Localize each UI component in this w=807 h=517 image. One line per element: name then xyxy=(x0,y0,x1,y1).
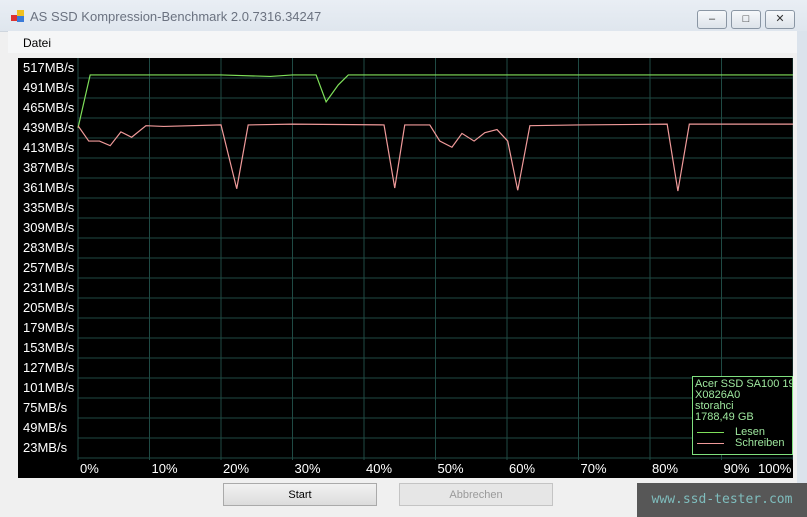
menu-datei[interactable]: Datei xyxy=(23,36,52,50)
close-button[interactable]: ✕ xyxy=(765,10,795,29)
cancel-button[interactable]: Abbrechen xyxy=(399,483,553,506)
chart: 517MB/s 491MB/s 465MB/s 439MB/s 413MB/s 387MB… xyxy=(18,58,793,478)
x-tick-label: 50% xyxy=(437,461,464,476)
y-tick-label: 335MB/s xyxy=(23,200,75,215)
y-tick-label: 205MB/s xyxy=(23,300,75,315)
y-tick-label: 101MB/s xyxy=(23,380,75,395)
y-tick-label: 179MB/s xyxy=(23,320,75,335)
series-line-schreiben xyxy=(77,123,793,192)
y-tick-label: 309MB/s xyxy=(23,220,75,235)
y-tick-label: 413MB/s xyxy=(23,140,75,155)
window-border xyxy=(797,31,807,517)
legend-lesen: Lesen xyxy=(735,426,765,438)
minimize-button[interactable]: – xyxy=(697,10,727,29)
y-tick-label: 465MB/s xyxy=(23,100,75,115)
chart-legend: Acer SSD SA100 19 X0826A0 storahci 1788,… xyxy=(692,376,793,455)
legend-size: 1788,49 GB xyxy=(695,411,754,423)
y-tick-label: 127MB/s xyxy=(23,360,75,375)
y-tick-label: 75MB/s xyxy=(23,400,68,415)
x-tick-label: 80% xyxy=(652,461,679,476)
menu-bar: Datei xyxy=(8,31,797,53)
watermark: www.ssd-tester.com xyxy=(637,483,807,517)
start-button[interactable]: Start xyxy=(223,483,377,506)
y-tick-label: 153MB/s xyxy=(23,340,75,355)
y-tick-label: 491MB/s xyxy=(23,80,75,95)
x-tick-label: 20% xyxy=(223,461,250,476)
x-tick-label: 0% xyxy=(80,461,99,476)
x-tick-label: 90% xyxy=(723,461,750,476)
x-tick-label: 10% xyxy=(151,461,178,476)
legend-swatch-schreiben xyxy=(697,443,724,444)
x-tick-label: 40% xyxy=(366,461,393,476)
y-tick-label: 49MB/s xyxy=(23,420,68,435)
y-tick-label: 361MB/s xyxy=(23,180,75,195)
y-tick-label: 23MB/s xyxy=(23,440,68,455)
y-tick-label: 283MB/s xyxy=(23,240,75,255)
title-bar: AS SSD Kompression-Benchmark 2.0.7316.34… xyxy=(0,0,807,32)
maximize-button[interactable]: □ xyxy=(731,10,761,29)
window-title: AS SSD Kompression-Benchmark 2.0.7316.34… xyxy=(30,9,322,24)
chart-plot xyxy=(77,58,793,460)
y-tick-label: 517MB/s xyxy=(23,60,75,75)
x-tick-label: 70% xyxy=(580,461,607,476)
legend-driver: storahci xyxy=(695,400,734,412)
y-tick-label: 231MB/s xyxy=(23,280,75,295)
legend-drive: Acer SSD SA100 19 xyxy=(695,378,793,390)
legend-schreiben: Schreiben xyxy=(735,437,785,449)
y-tick-label: 439MB/s xyxy=(23,120,75,135)
x-tick-label: 60% xyxy=(509,461,536,476)
x-tick-label: 100% xyxy=(758,461,792,476)
legend-swatch-lesen xyxy=(697,432,724,433)
x-tick-label: 30% xyxy=(294,461,321,476)
y-tick-label: 387MB/s xyxy=(23,160,75,175)
series-line-lesen xyxy=(77,74,793,129)
app-icon xyxy=(11,10,25,22)
y-tick-label: 257MB/s xyxy=(23,260,75,275)
legend-firmware: X0826A0 xyxy=(695,389,741,401)
